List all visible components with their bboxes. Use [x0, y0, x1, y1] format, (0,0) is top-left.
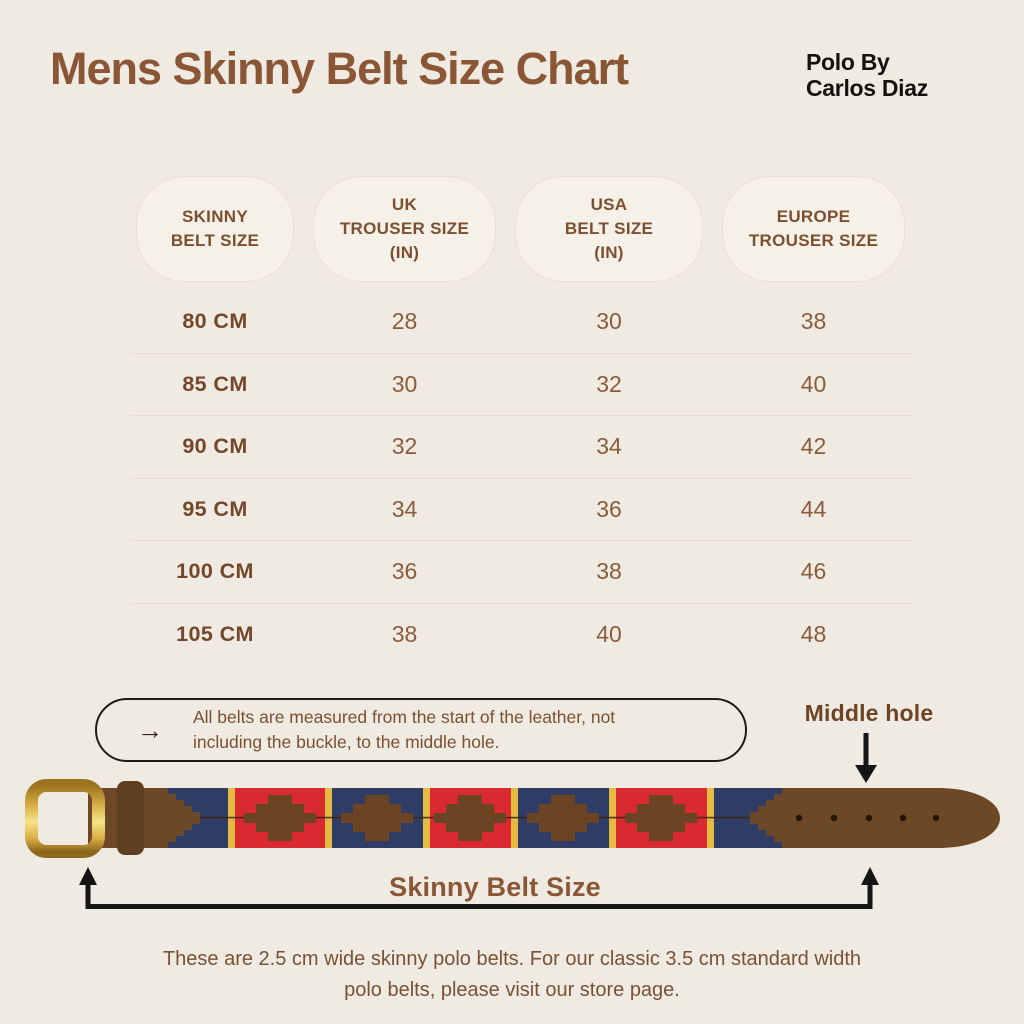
belt-keeper: [117, 781, 144, 855]
cell-uk: 34: [391, 495, 418, 522]
column-header-europe-trouser-size: EUROPE TROUSER SIZE: [722, 176, 905, 282]
size-table-header: SKINNY BELT SIZE UK TROUSER SIZE (IN) US…: [130, 176, 912, 282]
measurement-note-text: All belts are measured from the start of…: [193, 707, 616, 752]
cell-usa: 30: [596, 308, 622, 335]
up-arrow-icon: [79, 867, 97, 885]
cell-europe: 48: [800, 620, 827, 647]
header-line: (IN): [594, 243, 624, 263]
cell-uk: 36: [391, 558, 418, 585]
cell-usa: 36: [596, 495, 622, 522]
cell-uk: 30: [391, 370, 418, 397]
brand-line-2: Carlos Diaz: [806, 74, 928, 101]
header-line: UK: [391, 194, 418, 214]
table-row: 105 CM 38 40 48: [130, 602, 912, 666]
footer-text: These are 2.5 cm wide skinny polo belts.…: [162, 948, 862, 1001]
cell-belt-size: 90 CM: [182, 434, 248, 459]
measurement-note: → All belts are measured from the start …: [95, 698, 747, 762]
cell-belt-size: 105 CM: [176, 621, 254, 646]
size-table-body: 80 CM 28 30 38 85 CM 30 32 40 90 CM 32 3…: [130, 291, 912, 665]
down-arrow-icon: [855, 733, 877, 783]
column-header-skinny-belt-size: SKINNY BELT SIZE: [136, 176, 294, 282]
cell-europe: 40: [800, 370, 827, 397]
header-line: EUROPE: [776, 206, 851, 226]
cell-usa: 34: [596, 433, 622, 460]
table-row: 85 CM 30 32 40: [130, 352, 912, 416]
header-line: BELT SIZE: [170, 231, 260, 250]
belt-size-measure: [79, 867, 879, 909]
cell-uk: 38: [391, 620, 418, 647]
belt-illustration: [25, 779, 1000, 858]
cell-belt-size: 85 CM: [182, 371, 248, 396]
header-line: USA: [590, 194, 628, 214]
brand-line-1: Polo By: [806, 49, 890, 75]
belt-strap-right: [750, 788, 1000, 848]
page-title: Mens Skinny Belt Size Chart: [50, 43, 629, 94]
cell-usa: 40: [596, 620, 622, 647]
belt-pattern: [150, 788, 795, 848]
table-row: 100 CM 36 38 46: [130, 540, 912, 603]
cell-usa: 32: [596, 370, 622, 397]
cell-europe: 44: [800, 495, 827, 522]
cell-uk: 28: [391, 308, 418, 335]
cell-europe: 38: [800, 308, 827, 335]
header-line: SKINNY: [181, 206, 249, 226]
middle-hole-label: Middle hole: [804, 700, 934, 726]
header-line: BELT SIZE: [564, 218, 654, 238]
header-line: (IN): [389, 243, 420, 263]
cell-usa: 38: [596, 558, 622, 585]
table-row: 80 CM 28 30 38: [130, 291, 912, 353]
header-line: TROUSER SIZE: [748, 231, 879, 250]
right-arrow-icon: →: [137, 715, 163, 745]
column-header-usa-belt-size: USA BELT SIZE (IN): [515, 176, 703, 282]
cell-europe: 42: [800, 433, 827, 460]
cell-belt-size: 100 CM: [176, 559, 254, 584]
brand-logo: Polo By Carlos Diaz: [806, 49, 928, 102]
header-line: TROUSER SIZE: [339, 218, 470, 238]
cell-uk: 32: [391, 433, 418, 460]
column-header-uk-trouser-size: UK TROUSER SIZE (IN): [313, 176, 496, 282]
cell-belt-size: 80 CM: [182, 309, 248, 334]
belt-holes: [795, 814, 940, 822]
up-arrow-icon: [861, 867, 879, 885]
cell-europe: 46: [800, 558, 827, 585]
size-table: SKINNY BELT SIZE UK TROUSER SIZE (IN) US…: [130, 176, 912, 665]
table-row: 90 CM 32 34 42: [130, 415, 912, 478]
table-row: 95 CM 34 36 44: [130, 477, 912, 541]
cell-belt-size: 95 CM: [182, 496, 248, 521]
measure-label: Skinny Belt Size: [389, 872, 601, 902]
